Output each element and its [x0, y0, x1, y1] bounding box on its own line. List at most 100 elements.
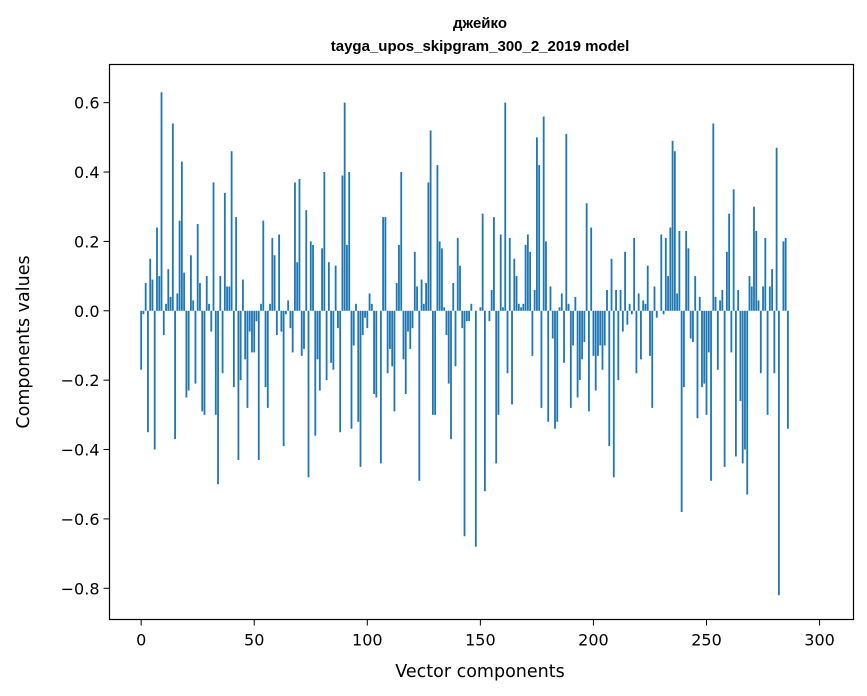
bar-190 [569, 310, 572, 408]
bar-208 [610, 258, 613, 311]
bar-240 [682, 310, 685, 388]
y-tick-label: −0.6 [61, 510, 100, 529]
bar-248 [701, 310, 703, 388]
x-tick-label: 250 [691, 631, 722, 650]
bar-16 [176, 293, 179, 311]
bar-110 [389, 310, 391, 349]
y-tick-label: −0.4 [61, 441, 100, 460]
bar-175 [536, 137, 538, 311]
bar-55 [264, 310, 267, 388]
bar-131 [436, 165, 439, 311]
bar-37 [223, 192, 226, 311]
bar-34 [217, 310, 219, 485]
bar-200 [592, 310, 595, 356]
bar-46 [244, 310, 247, 360]
bar-277 [766, 310, 769, 415]
bar-66 [289, 310, 292, 329]
bar-1 [142, 310, 145, 315]
bar-170 [524, 244, 527, 311]
bar-13 [169, 296, 172, 311]
bar-166 [515, 276, 518, 311]
bar-88 [339, 310, 342, 433]
bar-238 [678, 231, 681, 311]
bar-132 [438, 241, 441, 311]
bar-262 [732, 189, 735, 311]
y-tick-label: 0.0 [74, 302, 99, 321]
bar-145 [468, 310, 470, 322]
bar-107 [382, 217, 385, 311]
bar-65 [287, 300, 290, 311]
bar-186 [560, 293, 563, 311]
bar-99 [364, 310, 366, 318]
bar-8 [158, 276, 161, 311]
bar-247 [698, 296, 701, 311]
bar-137 [450, 310, 452, 440]
x-tick-label: 0 [136, 631, 146, 650]
bar-234 [669, 227, 672, 311]
bar-119 [409, 310, 412, 349]
bar-235 [671, 140, 674, 311]
bar-95 [355, 303, 357, 311]
bar-258 [723, 310, 726, 467]
bar-230 [660, 234, 663, 311]
bar-276 [764, 237, 767, 311]
bar-40 [230, 151, 233, 311]
bar-179 [545, 241, 547, 311]
bar-50 [253, 310, 256, 353]
bar-25 [196, 224, 199, 311]
bar-74 [307, 310, 310, 478]
bar-92 [348, 172, 351, 311]
bar-67 [291, 310, 294, 353]
bar-100 [366, 310, 369, 329]
bar-250 [705, 310, 708, 415]
bar-116 [402, 310, 405, 360]
bar-77 [314, 310, 317, 436]
bar-133 [441, 248, 443, 311]
bar-48 [248, 310, 251, 332]
bar-21 [187, 310, 190, 391]
bar-14 [171, 123, 174, 311]
x-tick-label: 150 [465, 631, 496, 650]
bar-251 [707, 310, 710, 353]
bar-260 [728, 213, 731, 311]
y-tick-label: 0.6 [74, 94, 99, 113]
bar-146 [470, 303, 473, 311]
bar-64 [284, 310, 287, 315]
bar-7 [156, 227, 158, 311]
bar-281 [775, 147, 778, 311]
bar-62 [280, 310, 283, 332]
bar-197 [585, 203, 588, 311]
bar-265 [739, 310, 742, 401]
bar-274 [759, 310, 762, 374]
bar-169 [522, 303, 525, 311]
bar-129 [431, 310, 434, 415]
y-axis-label: Components values [14, 255, 34, 428]
bar-254 [714, 296, 717, 311]
bar-183 [554, 310, 556, 429]
bar-118 [407, 310, 409, 332]
bar-227 [653, 286, 656, 311]
bar-211 [617, 310, 620, 381]
bar-286 [787, 310, 789, 429]
bar-223 [644, 303, 647, 311]
bar-52 [257, 310, 260, 460]
bar-89 [341, 175, 344, 311]
bar-284 [782, 241, 785, 311]
x-tick-label: 200 [578, 631, 609, 650]
bar-49 [251, 310, 253, 353]
bar-209 [612, 310, 615, 478]
bar-72 [303, 310, 305, 349]
bar-212 [619, 289, 622, 311]
bar-192 [574, 296, 577, 311]
bar-173 [531, 310, 534, 356]
bar-27 [201, 310, 204, 412]
bar-201 [594, 310, 597, 391]
bar-121 [413, 251, 416, 311]
y-tick-label: −0.2 [61, 371, 100, 390]
bar-267 [744, 310, 746, 450]
bar-154 [488, 310, 491, 322]
bar-19 [183, 272, 186, 311]
bar-114 [398, 244, 400, 311]
bar-245 [694, 276, 697, 311]
